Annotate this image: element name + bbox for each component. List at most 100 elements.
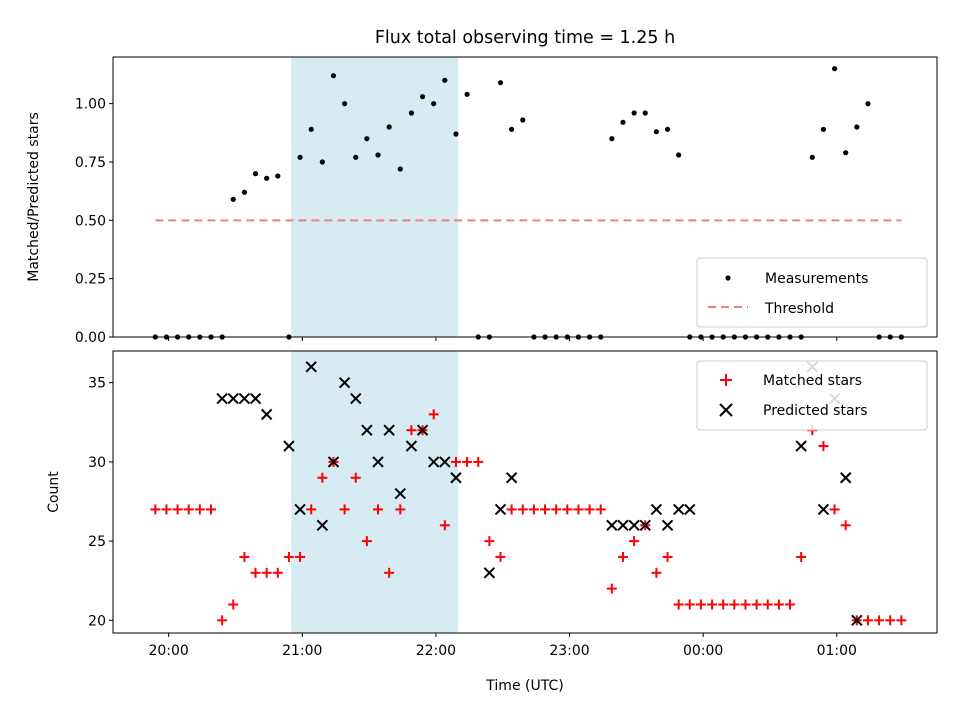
matched-star-point: [673, 599, 684, 610]
matched-star-point: [829, 504, 840, 515]
matched-star-point: [239, 551, 250, 562]
measurement-point: [631, 110, 637, 116]
predicted-star-point: [216, 392, 228, 405]
matched-star-point: [517, 504, 528, 515]
predicted-star-point: [227, 392, 239, 405]
measurement-point: [676, 152, 682, 158]
measurement-point: [431, 101, 437, 107]
measurement-point: [664, 126, 671, 132]
top-highlight-span: [291, 57, 459, 337]
top-axes: 0.00 0.25 0.50 0.75 1.00 Matched/Predicted s…: [26, 56, 938, 346]
matched-star-point: [384, 567, 395, 578]
y-tick-label: 35: [88, 376, 106, 392]
measurement-point: [865, 101, 871, 107]
measurement-point: [230, 196, 236, 202]
matched-star-point: [261, 567, 272, 578]
measurement-point: [642, 110, 648, 116]
predicted-star-point: [249, 392, 262, 405]
matched-star-point: [896, 615, 907, 626]
matched-star-point: [395, 504, 406, 515]
measurement-point: [653, 129, 659, 135]
predicted-star-point: [294, 503, 306, 516]
bottom-highlight-span: [291, 351, 459, 633]
predicted-star-point: [283, 440, 295, 452]
predicted-star-point: [483, 567, 496, 579]
matched-star-point: [495, 551, 506, 562]
predicted-star-point: [684, 503, 696, 516]
legend-measurements-marker: [725, 275, 731, 281]
measurement-point: [520, 117, 526, 123]
measurement-point: [509, 126, 515, 132]
measurement-point: [831, 66, 838, 72]
measurement-point: [497, 80, 504, 86]
matched-star-point: [796, 551, 807, 562]
legend-matched-marker: [720, 374, 732, 386]
matched-star-point: [306, 504, 317, 515]
predicted-star-point: [260, 408, 273, 421]
matched-star-point: [172, 504, 183, 515]
predicted-star-point: [394, 487, 406, 500]
matched-star-point: [361, 536, 372, 547]
matched-star-point: [250, 567, 261, 578]
predicted-star-point: [650, 503, 663, 516]
measurement-point: [820, 126, 827, 132]
matched-star-point: [885, 615, 896, 626]
matched-star-point: [339, 504, 350, 515]
matched-star-point: [150, 504, 161, 515]
matched-star-point: [785, 599, 796, 610]
top-y-axis-label: Matched/Predicted stars: [26, 112, 42, 282]
matched-star-point: [707, 599, 718, 610]
y-tick-label: 0.00: [75, 330, 106, 346]
matched-star-point: [373, 504, 384, 515]
predicted-star-point: [238, 392, 251, 405]
predicted-star-point: [795, 440, 807, 452]
measurement-point: [319, 159, 325, 165]
predicted-star-point: [372, 456, 384, 468]
measurement-point: [854, 124, 860, 130]
matched-star-point: [617, 551, 628, 562]
matched-star-point: [439, 520, 450, 531]
matched-star-point: [551, 504, 562, 515]
measurement-point: [464, 91, 470, 97]
matched-star-point: [729, 599, 740, 610]
top-legend: Measurements Threshold: [696, 257, 928, 328]
predicted-star-point: [606, 519, 618, 531]
predicted-star-point: [450, 472, 462, 484]
predicted-star-point: [327, 456, 340, 468]
matched-star-point: [773, 599, 784, 610]
top-axes-frame: [112, 56, 938, 338]
predicted-star-point: [628, 519, 640, 531]
x-tick-label: 21:00: [282, 643, 322, 659]
x-axis-label: Time (UTC): [485, 678, 563, 694]
matched-star-point: [629, 536, 640, 547]
chart-title: Flux total observing time = 1.25 h: [375, 28, 675, 48]
matched-star-point: [684, 599, 695, 610]
predicted-star-point: [639, 519, 651, 531]
predicted-star-point: [439, 456, 451, 468]
x-tick-label: 23:00: [549, 643, 589, 659]
matched-star-point: [840, 520, 851, 531]
matched-star-point: [540, 504, 551, 515]
matched-star-point: [450, 456, 461, 467]
matched-star-point: [662, 551, 673, 562]
matched-star-point: [473, 456, 484, 467]
matched-star-point: [874, 615, 885, 626]
predicted-star-point: [617, 519, 629, 531]
measurement-point: [843, 150, 849, 156]
predicted-star-point: [383, 424, 395, 436]
measurement-point: [275, 173, 281, 179]
bottom-legend: Matched stars Predicted stars: [696, 360, 928, 431]
predicted-star-point: [817, 503, 830, 516]
measurement-point: [297, 154, 303, 160]
measurement-point: [308, 126, 314, 132]
predicted-star-point: [405, 440, 418, 452]
predicted-star-point: [416, 424, 429, 436]
legend-threshold-label: Threshold: [764, 301, 834, 317]
y-tick-label: 0.25: [75, 272, 106, 288]
predicted-star-point: [851, 614, 863, 627]
top-legend-box: [696, 257, 928, 328]
matched-star-point: [295, 551, 306, 562]
